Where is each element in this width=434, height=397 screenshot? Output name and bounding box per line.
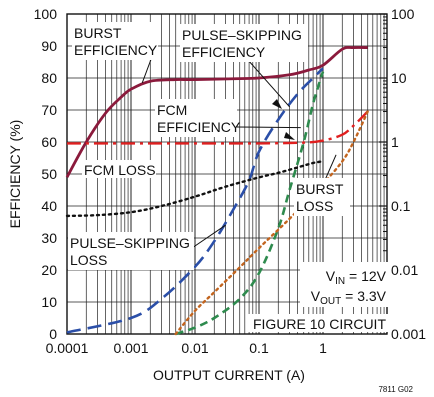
y-tick-label-left: 30 <box>41 230 57 246</box>
fcm-efficiency-arrowhead <box>284 132 295 140</box>
y-tick-label-right: 0.01 <box>391 262 418 278</box>
plot-frame <box>66 13 388 335</box>
y-tick-label-left: 100 <box>34 6 58 22</box>
series-line-2 <box>175 71 325 336</box>
burst-eff-label-bg <box>72 22 158 60</box>
ps-loss-label-2: LOSS <box>70 252 107 268</box>
y-tick-label-right: 0.001 <box>391 326 426 342</box>
series-line-3 <box>67 110 369 145</box>
series-line-0 <box>65 46 368 178</box>
series-line-1 <box>66 67 324 334</box>
y-axis-title: EFFICIENCY (%) <box>7 120 23 229</box>
ps-efficiency-leader <box>247 59 290 108</box>
figure-label-bg <box>248 314 388 332</box>
x-tick-label: 0.01 <box>181 340 208 356</box>
x-tick-label: 0.0001 <box>46 340 89 356</box>
y-tick-label-right: 10 <box>391 70 407 86</box>
vout-label: VOUT = 3.3V <box>311 288 387 307</box>
burst-loss-label-1: BURST <box>296 181 344 197</box>
axis-ticks: 0.0001 0.001 0.01 0.1 1010203040506070809010… <box>34 6 427 356</box>
burst-efficiency-label-2: EFFICIENCY <box>74 42 158 58</box>
fcm-efficiency-label-1: FCM <box>157 102 187 118</box>
y-tick-label-left: 70 <box>41 102 57 118</box>
burst-efficiency-label-1: BURST <box>74 25 122 41</box>
ps-loss-label-bg <box>68 232 194 270</box>
series-group <box>65 46 369 336</box>
vin-label: VIN = 12V <box>326 268 387 287</box>
x-axis-title: OUTPUT CURRENT (A) <box>153 367 305 383</box>
y-tick-label-left: 80 <box>41 70 57 86</box>
y-tick-label-right: 1 <box>391 134 399 150</box>
y-tick-label-left: 40 <box>41 198 57 214</box>
ps-efficiency-label-1: PULSE–SKIPPING <box>182 27 302 43</box>
ps-eff-label-bg <box>180 24 308 62</box>
fcm-efficiency-label-2: EFFICIENCY <box>157 119 241 135</box>
annotation-leaders <box>141 45 337 249</box>
ps-efficiency-arrowhead <box>272 99 282 109</box>
burst-loss-label-2: LOSS <box>296 198 333 214</box>
ps-loss-label-1: PULSE–SKIPPING <box>70 235 190 251</box>
ps-efficiency-label-2: EFFICIENCY <box>182 44 266 60</box>
y-tick-label-left: 60 <box>41 134 57 150</box>
x-tick-label: 0.001 <box>113 340 148 356</box>
series-line-5 <box>174 110 369 336</box>
ps-loss-leader <box>191 224 226 249</box>
fcm-eff-label-bg <box>155 99 237 137</box>
series-line-4 <box>65 160 325 218</box>
y-tick-label-left: 50 <box>41 166 57 182</box>
fcm-loss-label: FCM LOSS <box>84 162 156 178</box>
y-tick-label-right: 0.1 <box>391 198 411 214</box>
figure-code: 7811 G02 <box>378 385 413 394</box>
y-tick-label-right: 100 <box>391 6 415 22</box>
y-tick-label-left: 20 <box>41 262 57 278</box>
burst-loss-label-bg <box>294 178 350 216</box>
y-tick-label-left: 0 <box>49 326 57 342</box>
fcm-efficiency-leader <box>235 126 301 129</box>
y-tick-label-left: 90 <box>41 38 57 54</box>
x-tick-label: 1 <box>319 340 327 356</box>
figure-label: FIGURE 10 CIRCUIT <box>253 316 386 332</box>
conditions-label-bg <box>300 262 388 307</box>
x-tick-label: 0.1 <box>249 340 269 356</box>
y-tick-label-left: 10 <box>41 294 57 310</box>
fcm-loss-label-bg <box>82 160 156 178</box>
